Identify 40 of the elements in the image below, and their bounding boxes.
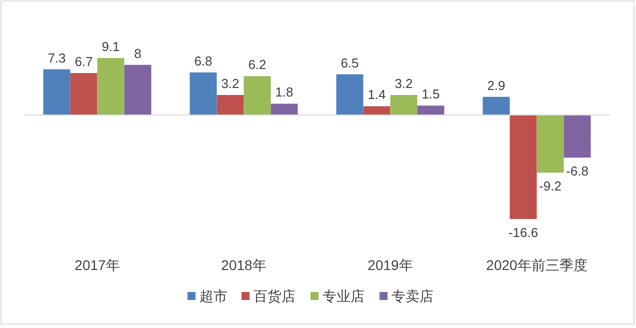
data-label: 1.4 (368, 87, 386, 102)
data-label: 3.2 (394, 76, 413, 91)
data-label: 2.9 (487, 78, 506, 93)
data-label: 6.8 (194, 53, 212, 68)
bar (536, 115, 564, 173)
data-label: 9.1 (102, 39, 120, 54)
bar (564, 115, 591, 158)
data-label: -16.6 (508, 225, 538, 240)
data-label: 8 (134, 46, 142, 61)
bar (244, 76, 271, 116)
data-label: 3.2 (221, 76, 240, 91)
data-label: 6.2 (248, 57, 266, 72)
data-label: 6.7 (74, 54, 93, 70)
data-label: 1.5 (422, 86, 440, 102)
bar (97, 58, 124, 116)
bar (124, 64, 152, 116)
legend-label: 百货店 (254, 288, 296, 304)
legend-label: 专业店 (322, 288, 364, 304)
bar (70, 73, 98, 116)
bar (270, 104, 298, 116)
bar (336, 74, 364, 116)
data-label: 7.3 (48, 50, 66, 66)
x-tick-label: 2018年 (221, 257, 266, 273)
bar (216, 94, 244, 116)
data-label: 1.8 (275, 84, 294, 100)
bar (482, 96, 510, 116)
x-tick-label: 2017年 (74, 257, 120, 273)
bar (417, 106, 444, 116)
data-label: -9.2 (539, 178, 562, 194)
bar (190, 72, 217, 116)
x-tick-label: 2019年 (368, 257, 413, 273)
legend-label: 专卖店 (392, 288, 434, 304)
data-label: -6.8 (566, 164, 588, 179)
bar (363, 106, 390, 116)
x-tick-label: 2020年前三季度 (486, 257, 588, 273)
data-label: 6.5 (340, 55, 359, 70)
legend-label: 超市 (200, 288, 228, 304)
bar (510, 115, 537, 219)
bar (43, 69, 70, 116)
bar (390, 94, 418, 116)
